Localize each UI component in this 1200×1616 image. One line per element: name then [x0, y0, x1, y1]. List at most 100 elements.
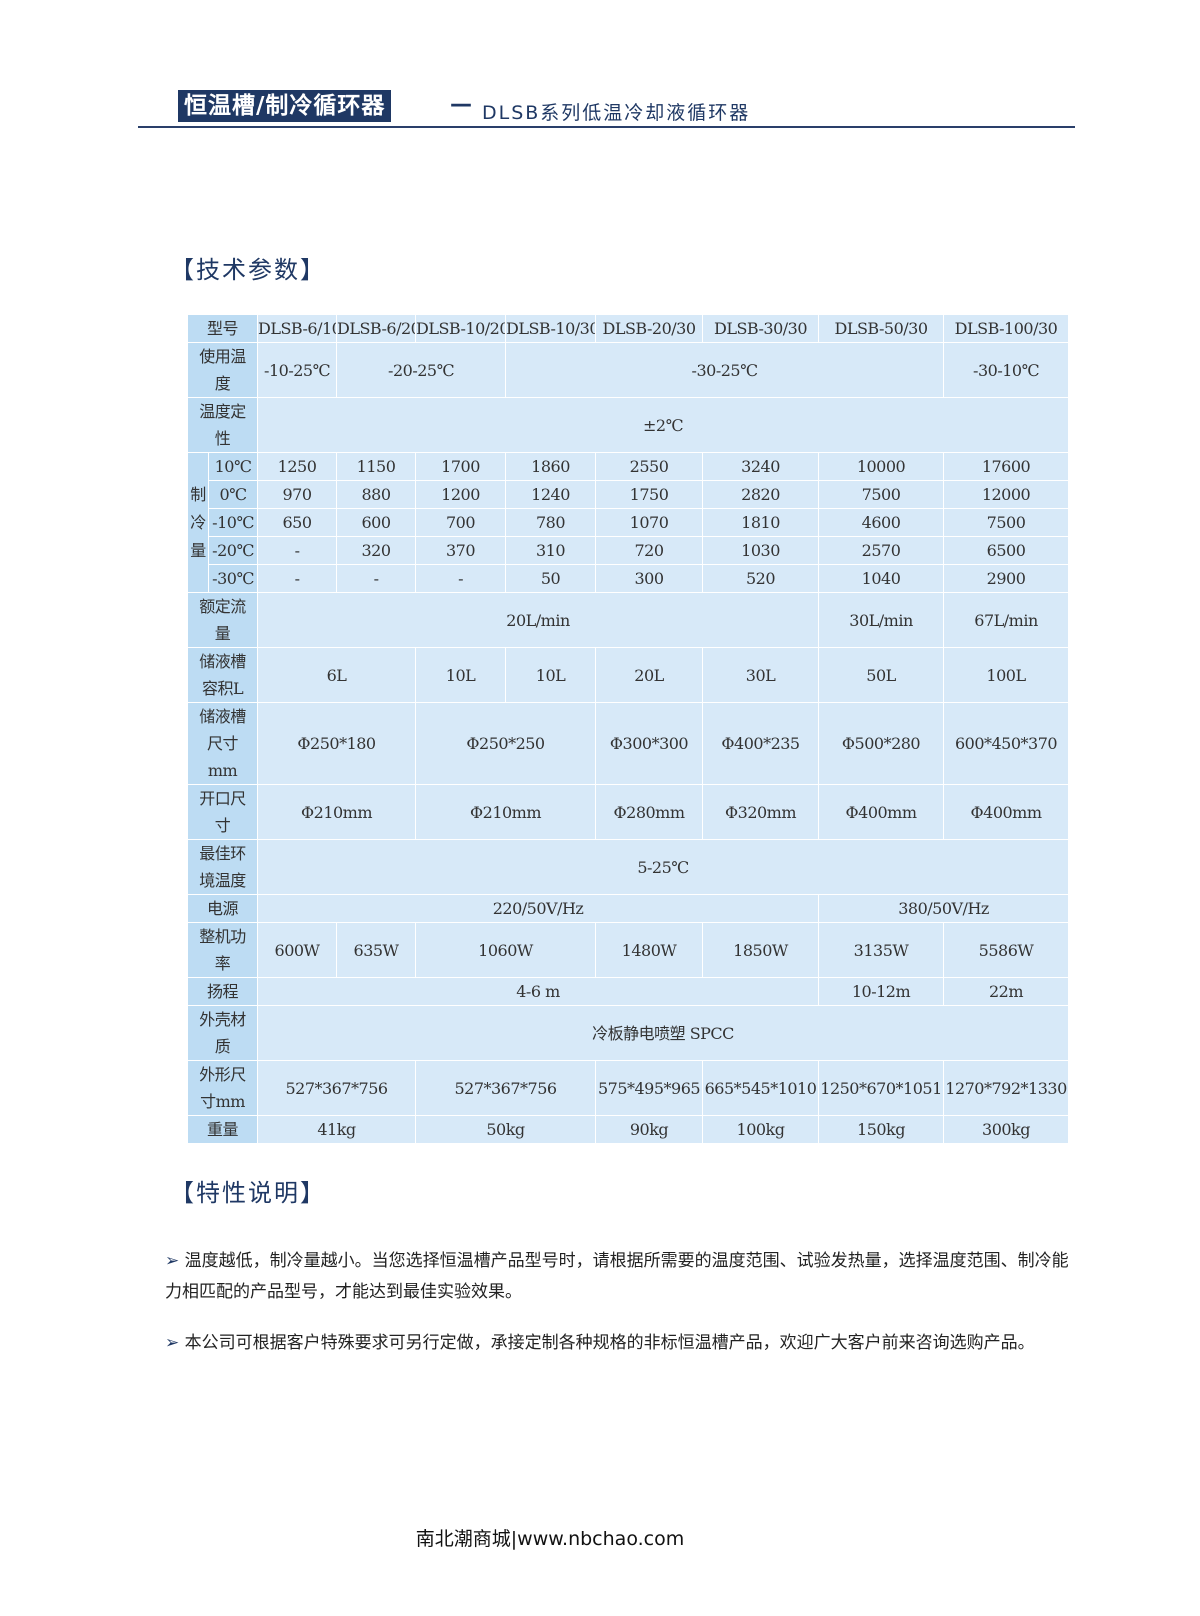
- table-cell: 1040: [818, 564, 945, 593]
- table-row: 电源 220/50V/Hz 380/50V/Hz: [186, 894, 1070, 923]
- table-cell: DLSB-20/30: [595, 314, 704, 343]
- table-cell: 575*495*965: [595, 1060, 704, 1116]
- table-cell: Φ400mm: [818, 784, 945, 840]
- table-row: 使用温度 -10-25℃ -20-25℃ -30-25℃ -30-10℃: [186, 342, 1070, 398]
- table-cell: 12000: [943, 480, 1070, 509]
- table-cell: 2900: [943, 564, 1070, 593]
- table-cell: -20-25℃: [336, 342, 507, 398]
- table-cell: 1250*670*1051: [818, 1060, 945, 1116]
- row-group-label: 制冷量: [187, 452, 209, 593]
- table-cell: 665*545*1010: [702, 1060, 820, 1116]
- table-row: -30℃ - - -50 300 520 1040 2900: [188, 564, 1070, 593]
- table-cell: 10-12m: [818, 977, 945, 1006]
- table-cell: -: [336, 564, 417, 593]
- table-row: -10℃ 650 600 700 780 1070 1810 4600 7500: [188, 508, 1070, 537]
- table-cell: 5586W: [943, 922, 1070, 978]
- table-cell: 50: [505, 564, 597, 593]
- table-cell: -30-25℃: [505, 342, 945, 398]
- table-cell: DLSB-6/10: [257, 314, 338, 343]
- table-cell: 3135W: [818, 922, 945, 978]
- table-row: 0℃ 970 880 1200 1240 1750 2820 7500 12000: [188, 480, 1070, 509]
- table-cell: 1150: [336, 452, 417, 481]
- table-cell: 4-6 m: [257, 977, 820, 1006]
- table-cell: Φ250*250: [415, 702, 597, 785]
- table-cell: 6L: [257, 647, 417, 703]
- row-label: -20℃: [207, 536, 259, 565]
- table-cell: 17600: [943, 452, 1070, 481]
- row-label: 使用温度: [186, 342, 259, 398]
- table-cell: 6500: [943, 536, 1070, 565]
- table-cell: 100kg: [702, 1115, 820, 1144]
- table-cell: 2550: [595, 452, 704, 481]
- table-cell: 90kg: [595, 1115, 704, 1144]
- table-cell: DLSB-10/30: [505, 314, 597, 343]
- table-cell: 3240: [702, 452, 820, 481]
- table-cell: -: [257, 536, 338, 565]
- table-cell: 700: [415, 508, 507, 537]
- row-label: 扬程: [186, 977, 259, 1006]
- table-cell: DLSB-10/20: [415, 314, 507, 343]
- row-label: -30℃: [207, 564, 259, 593]
- table-cell: 880: [336, 480, 417, 509]
- table-cell: 1240: [505, 480, 597, 509]
- table-cell: 30L/min: [818, 592, 945, 648]
- table-row: 型号 DLSB-6/10 DLSB-6/20 DLSB-10/20 DLSB-10/30…: [186, 314, 1070, 343]
- table-cell: 20L/min: [257, 592, 820, 648]
- table-cell: Φ400*235: [702, 702, 820, 785]
- table-cell: 300kg: [943, 1115, 1070, 1144]
- table-cell: 41kg: [257, 1115, 417, 1144]
- table-cell: Φ300*300: [595, 702, 704, 785]
- table-cell: Φ320mm: [702, 784, 820, 840]
- table-cell: 635W: [336, 922, 417, 978]
- table-cell: 67L/min: [943, 592, 1070, 648]
- table-cell: 150kg: [818, 1115, 945, 1144]
- table-cell: 5-25℃: [257, 839, 1070, 895]
- feature-text: 温度越低，制冷量越小。当您选择恒温槽产品型号时，请根据所需要的温度范围、试验发热…: [165, 1251, 1069, 1302]
- table-cell: 1060W: [415, 922, 597, 978]
- table-cell: -30-10℃: [943, 342, 1070, 398]
- feature-text: 本公司可根据客户特殊要求可另行定做，承接定制各种规格的非标恒温槽产品，欢迎广大客…: [184, 1333, 1035, 1353]
- section-title-specs: 【技术参数】: [170, 256, 326, 284]
- table-cell: 10L: [505, 647, 597, 703]
- table-cell: 720: [595, 536, 704, 565]
- table-cell: Φ210mm: [257, 784, 417, 840]
- table-cell: 600W: [257, 922, 338, 978]
- table-cell: -10-25℃: [257, 342, 338, 398]
- table-cell: 22m: [943, 977, 1070, 1006]
- table-row: 开口尺寸 Φ210mm Φ210mm Φ280mm Φ320mm Φ400mm Φ400mm: [186, 784, 1070, 840]
- table-cell: 320: [336, 536, 417, 565]
- table-cell: 600: [336, 508, 417, 537]
- table-cell: 1480W: [595, 922, 704, 978]
- table-cell: 1030: [702, 536, 820, 565]
- table-cell: 1810: [702, 508, 820, 537]
- spec-table: 型号 DLSB-6/10 DLSB-6/20 DLSB-10/20 DLSB-10/30…: [186, 314, 1070, 1144]
- table-row: 制冷量 10℃ 1250 1150 1700 1860 2550 3240 10000 17600: [187, 452, 1070, 593]
- table-cell: Φ500*280: [818, 702, 945, 785]
- arrow-bullet-icon: ➢: [165, 1251, 180, 1271]
- table-cell: 370: [415, 536, 507, 565]
- table-cell: 2820: [702, 480, 820, 509]
- table-cell: 780: [505, 508, 597, 537]
- table-cell: 520: [702, 564, 820, 593]
- table-cell: 1750: [595, 480, 704, 509]
- table-row: 扬程 4-6 m 10-12m 22m: [186, 977, 1070, 1006]
- header-dash: —: [450, 92, 472, 117]
- row-label: 储液槽尺寸mm: [186, 702, 259, 785]
- row-label: 最佳环境温度: [186, 839, 259, 895]
- table-cell: DLSB-50/30: [818, 314, 945, 343]
- header-divider: [138, 126, 1075, 128]
- row-label: 额定流量: [186, 592, 259, 648]
- section-title-features: 【特性说明】: [170, 1179, 326, 1207]
- table-cell: 7500: [818, 480, 945, 509]
- table-cell: 50L: [818, 647, 945, 703]
- table-cell: 10L: [415, 647, 507, 703]
- table-row: 重量 41kg 50kg 90kg 100kg 150kg 300kg: [186, 1115, 1070, 1144]
- row-label: 外形尺寸mm: [186, 1060, 259, 1116]
- table-row: 整机功率 600W 635W 1060W 1480W 1850W 3135W 5586W: [186, 922, 1070, 978]
- row-label: 整机功率: [186, 922, 259, 978]
- table-row: 最佳环境温度 5-25℃: [186, 839, 1070, 895]
- table-row: -20℃ -320 370 310 720 1030 2570 6500: [188, 536, 1070, 565]
- row-label: -10℃: [207, 508, 259, 537]
- table-cell: Φ400mm: [943, 784, 1070, 840]
